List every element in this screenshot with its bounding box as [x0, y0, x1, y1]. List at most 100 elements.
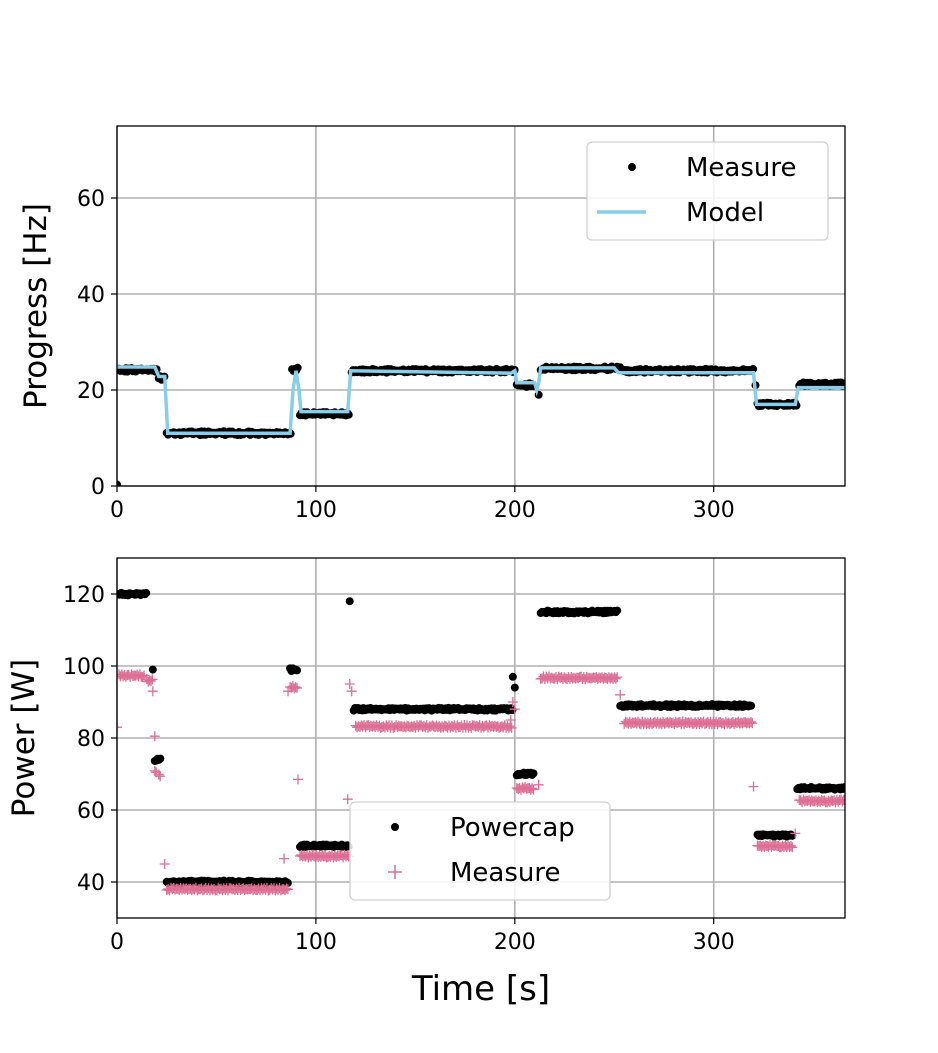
- measure-plus-point: [125, 672, 136, 683]
- measure-plus-point: [520, 781, 531, 792]
- legend-plus-icon: [388, 865, 402, 879]
- measure-plus-point: [637, 716, 648, 727]
- measure-plus-point: [527, 783, 538, 794]
- measure-plus-point: [573, 673, 584, 684]
- measure-plus-point: [378, 721, 389, 732]
- measure-plus-point: [143, 676, 154, 687]
- x-tick-label: 300: [693, 498, 735, 523]
- plot-area: [117, 588, 845, 896]
- measure-plus-point: [672, 718, 683, 729]
- legend-box: [586, 141, 829, 241]
- legend: Measure Model: [586, 141, 829, 241]
- powercap-point: [142, 589, 151, 598]
- measure-plus-point: [785, 840, 796, 851]
- x-tick-label: 100: [295, 498, 337, 523]
- measure-plus-point: [747, 718, 758, 729]
- measure-point: [839, 379, 845, 388]
- legend-box: [349, 801, 611, 901]
- axes-frame: [116, 125, 846, 487]
- measure-plus-point: [292, 682, 303, 693]
- y-tick-label: 80: [77, 727, 105, 752]
- measure-plus-point: [533, 779, 544, 790]
- measure-plus-point: [515, 784, 526, 795]
- measure-plus-point: [612, 672, 623, 683]
- measure-plus-point: [147, 686, 158, 697]
- measure-plus-point: [281, 883, 292, 894]
- model-line: [117, 365, 845, 435]
- measure-plus-point: [159, 859, 170, 869]
- powercap-point: [529, 769, 538, 778]
- progress-axes: 0 100 200 300 0 20 40 60 Progress [Hz] Measure Mod…: [18, 125, 846, 523]
- y-axis-label: Power [W]: [6, 659, 42, 817]
- measure-plus-point: [506, 722, 517, 733]
- y-tick-label: 60: [77, 187, 105, 212]
- measure-plus-point: [838, 794, 845, 805]
- measure-plus-point: [528, 784, 539, 795]
- y-tick-label: 60: [77, 799, 105, 824]
- power-axes: 0 100 200 300 40 60 80 100 120 Power [W] Time [s] P…: [6, 557, 846, 1009]
- x-tick-label: 200: [494, 498, 536, 523]
- measure-plus-point: [507, 697, 518, 707]
- powercap-point: [840, 783, 845, 792]
- measure-plus-point: [146, 676, 157, 687]
- measure-plus-point: [610, 673, 621, 684]
- measure-plus-point: [279, 853, 290, 864]
- legend-label: Measure: [450, 858, 561, 888]
- powercap-point: [747, 701, 756, 710]
- x-tick-label: 100: [295, 930, 337, 955]
- measure-plus-point: [134, 669, 145, 680]
- measure-point: [293, 363, 302, 372]
- measure-plus-point: [346, 686, 357, 697]
- measure-plus-point: [342, 794, 353, 805]
- measure-plus-point: [287, 681, 298, 692]
- x-tick-label: 200: [494, 930, 536, 955]
- legend-label: Powercap: [450, 813, 575, 843]
- measure-plus-point: [830, 797, 841, 808]
- x-axis-label: Time [s]: [411, 969, 550, 1009]
- powercap-point: [510, 683, 519, 692]
- measure-plus-point: [790, 828, 801, 839]
- powercap-point: [508, 672, 517, 681]
- powercap-point: [148, 665, 157, 674]
- measure-plus-point: [147, 674, 158, 685]
- legend-label: Model: [686, 198, 764, 228]
- legend-dot-icon: [391, 823, 399, 831]
- y-tick-label: 120: [63, 583, 105, 608]
- x-tick-label: 0: [110, 930, 124, 955]
- powercap-point: [345, 597, 354, 606]
- measure-plus-point: [787, 842, 798, 853]
- measure-plus-point: [338, 852, 349, 863]
- measure-plus-point: [466, 722, 477, 733]
- measure-plus-point: [137, 672, 148, 683]
- measure-plus-point: [748, 781, 759, 792]
- powercap-point: [613, 606, 622, 615]
- measure-plus-point: [745, 716, 756, 727]
- measure-plus-point: [155, 771, 166, 782]
- measure-plus-point: [391, 720, 402, 731]
- legend-dot-icon: [628, 163, 636, 171]
- y-tick-label: 40: [77, 283, 105, 308]
- powercap-point: [293, 666, 302, 675]
- y-tick-label: 0: [91, 475, 105, 500]
- powercap-point: [156, 754, 165, 763]
- measure-plus-point: [290, 682, 301, 693]
- y-tick-label: 20: [77, 379, 105, 404]
- x-tick-label: 300: [693, 930, 735, 955]
- legend-label: Measure: [686, 153, 797, 183]
- measure-plus-point: [505, 715, 516, 725]
- plot-area: [117, 362, 845, 486]
- y-axis-label: Progress [Hz]: [18, 203, 54, 409]
- measure-plus-point: [117, 722, 122, 733]
- measure-plus-point: [344, 679, 355, 689]
- measure-plus-point: [149, 731, 160, 742]
- y-tick-label: 100: [63, 655, 105, 680]
- measure-plus-point: [615, 689, 626, 700]
- measure-plus-point: [837, 796, 845, 807]
- x-tick-label: 0: [110, 498, 124, 523]
- measure-plus-point: [282, 884, 293, 895]
- measure-plus-point: [509, 704, 520, 715]
- measure-plus-point: [293, 774, 304, 785]
- measure-point: [117, 480, 121, 486]
- measure-plus-point: [153, 769, 164, 780]
